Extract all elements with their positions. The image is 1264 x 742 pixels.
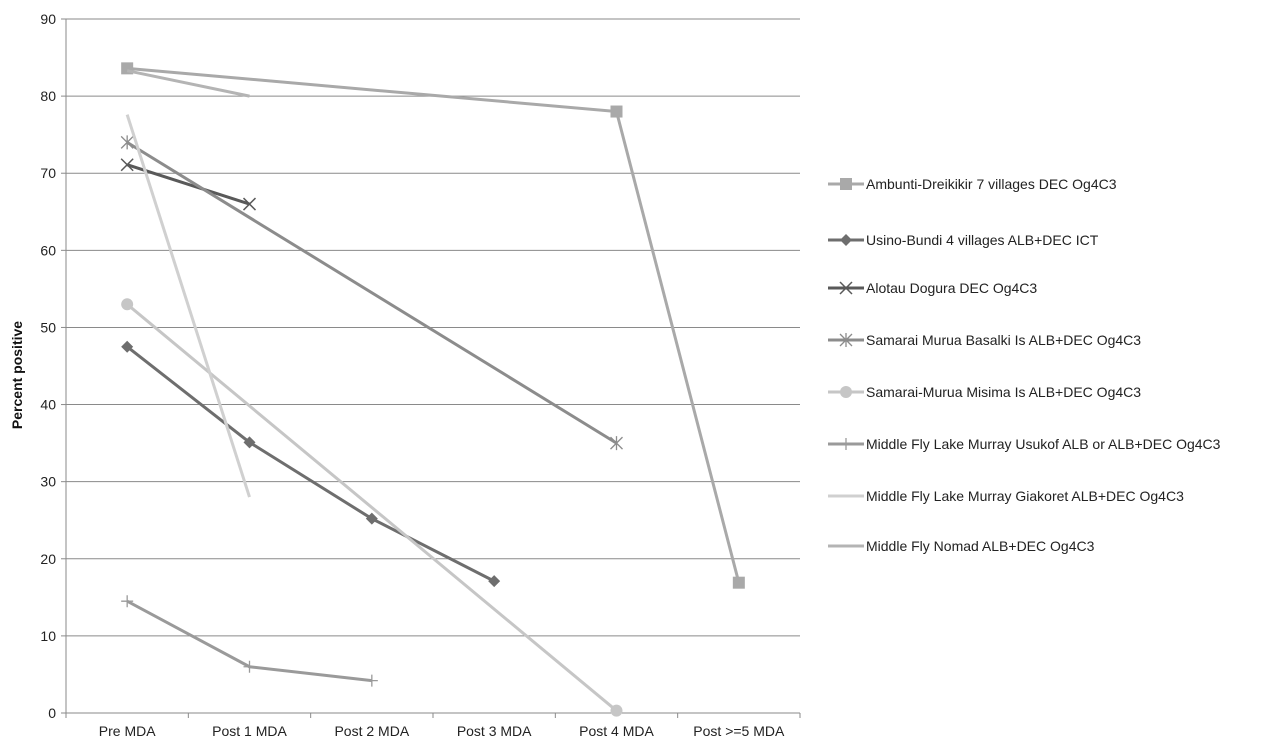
data-point [610, 436, 623, 451]
y-tick-label: 30 [40, 474, 56, 490]
data-point [121, 340, 134, 353]
data-point [243, 436, 256, 449]
data-point [242, 197, 257, 211]
y-tick-label: 10 [40, 628, 56, 644]
legend-item: Samarai-Murua Misima Is ALB+DEC Og4C3 [828, 384, 1141, 400]
series-3 [120, 135, 623, 451]
series-4 [121, 298, 623, 717]
axes [65, 19, 801, 718]
series-line [126, 69, 250, 98]
x-tick-label: Pre MDA [99, 723, 156, 739]
data-point [120, 135, 134, 150]
data-point [120, 158, 134, 172]
series-2 [120, 158, 257, 211]
data-point [839, 333, 853, 347]
data-point [365, 512, 378, 525]
data-point [488, 575, 501, 588]
legend: Ambunti-Dreikikir 7 villages DEC Og4C3 Us… [828, 176, 1221, 554]
legend-label: Middle Fly Nomad ALB+DEC Og4C3 [866, 538, 1095, 554]
series-line [126, 303, 618, 712]
legend-label: Samarai Murua Basalki Is ALB+DEC Og4C3 [866, 332, 1141, 348]
data-point [840, 386, 852, 398]
x-tick-label: Post 2 MDA [334, 723, 409, 739]
series-7 [126, 69, 250, 98]
series-line [125, 114, 251, 498]
data-point [610, 105, 623, 118]
legend-label: Middle Fly Lake Murray Usukof ALB or ALB… [866, 436, 1221, 452]
series-line [126, 141, 618, 445]
series-lines [120, 62, 745, 717]
data-point [121, 595, 134, 608]
x-tick-label: Post 1 MDA [212, 723, 287, 739]
series-line [126, 163, 250, 206]
series-0 [121, 62, 745, 589]
legend-label: Ambunti-Dreikikir 7 villages DEC Og4C3 [866, 176, 1117, 192]
gridlines [61, 18, 800, 714]
series-line [126, 345, 495, 583]
x-tick-labels: Pre MDA Post 1 MDA Post 2 MDA Post 3 MDA Pos… [99, 723, 785, 739]
data-point [840, 234, 852, 246]
y-axis-title: Percent positive [9, 321, 25, 429]
legend-label: Samarai-Murua Misima Is ALB+DEC Og4C3 [866, 384, 1141, 400]
series-5 [121, 595, 378, 687]
legend-item: Ambunti-Dreikikir 7 villages DEC Og4C3 [828, 176, 1117, 192]
series-6 [125, 114, 251, 498]
series-1 [121, 340, 501, 588]
y-tick-labels: 0 10 20 30 40 50 60 70 80 90 [40, 11, 56, 721]
legend-item: Middle Fly Lake Murray Usukof ALB or ALB… [828, 436, 1221, 452]
data-point [243, 660, 256, 673]
x-tick-label: Post 3 MDA [457, 723, 532, 739]
data-point [610, 704, 623, 717]
x-tick-label: Post 4 MDA [579, 723, 654, 739]
legend-item: Samarai Murua Basalki Is ALB+DEC Og4C3 [828, 332, 1141, 348]
data-point [840, 178, 852, 190]
y-tick-label: 70 [40, 165, 56, 181]
y-tick-label: 60 [40, 242, 56, 258]
data-point [732, 576, 745, 589]
data-point [121, 62, 134, 75]
legend-item: Usino-Bundi 4 villages ALB+DEC ICT [828, 232, 1099, 248]
y-tick-label: 40 [40, 397, 56, 413]
y-tick-label: 90 [40, 11, 56, 27]
legend-label: Middle Fly Lake Murray Giakoret ALB+DEC … [866, 488, 1184, 504]
data-point [840, 438, 852, 450]
x-tick-label: Post >=5 MDA [693, 723, 785, 739]
data-point [121, 298, 134, 311]
data-point [839, 281, 853, 295]
legend-item: Alotau Dogura DEC Og4C3 [828, 280, 1037, 296]
legend-label: Usino-Bundi 4 villages ALB+DEC ICT [866, 232, 1099, 248]
y-tick-label: 20 [40, 551, 56, 567]
y-tick-label: 50 [40, 319, 56, 335]
legend-label: Alotau Dogura DEC Og4C3 [866, 280, 1037, 296]
legend-item: Middle Fly Lake Murray Giakoret ALB+DEC … [828, 488, 1184, 504]
y-tick-label: 0 [48, 705, 56, 721]
data-point [365, 674, 378, 687]
legend-item: Middle Fly Nomad ALB+DEC Og4C3 [828, 538, 1095, 554]
series-line [127, 66, 741, 584]
y-tick-label: 80 [40, 88, 56, 104]
